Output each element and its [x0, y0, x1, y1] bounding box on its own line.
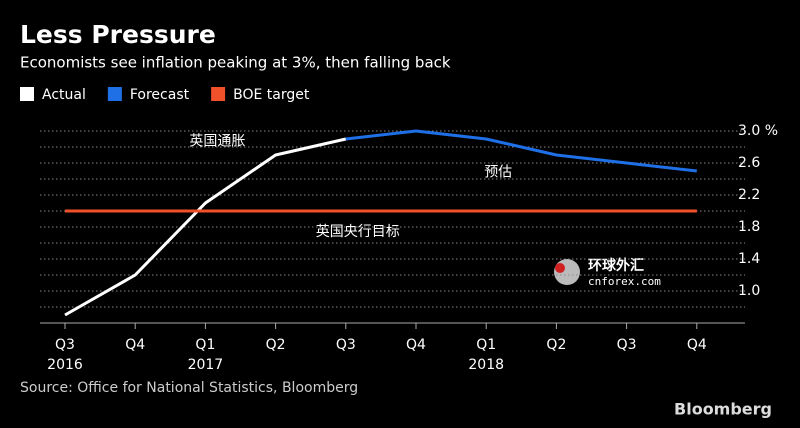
source: Source: Office for National Statistics, …	[20, 380, 358, 396]
x-tick-label: Q3	[336, 337, 356, 353]
x-year-label: 2017	[188, 357, 224, 373]
series-line	[64, 137, 347, 317]
x-tick-label: Q2	[266, 337, 286, 353]
annotation: 英国央行目标	[316, 223, 400, 240]
x-tick-label: Q4	[406, 337, 426, 353]
x-tick-label: Q3	[55, 337, 75, 353]
x-tick-label: Q3	[617, 337, 637, 353]
x-year-label: 2016	[47, 357, 83, 373]
y-tick-label: 3.0 %	[738, 123, 778, 139]
legend-swatch	[20, 87, 34, 101]
annotation: 预估	[484, 165, 512, 181]
brand: Bloomberg	[674, 400, 772, 419]
x-tick-label: Q4	[687, 337, 707, 353]
watermark: cnforex.com	[588, 275, 661, 288]
legend-swatch	[107, 87, 122, 101]
chart-subtitle: Economists see inflation peaking at 3%, …	[20, 54, 451, 72]
legend-label: Forecast	[130, 87, 190, 103]
x-tick-label: Q1	[195, 337, 215, 353]
watermark-dot	[555, 263, 565, 273]
y-tick-label: 2.2	[738, 187, 760, 203]
y-tick-label: 1.0	[738, 283, 760, 299]
watermark: 环球外汇	[588, 257, 644, 274]
x-tick-label: Q2	[546, 337, 566, 353]
series-line	[345, 129, 697, 173]
y-tick-label: 2.6	[738, 155, 760, 171]
x-year-label: 2018	[468, 357, 504, 373]
legend-swatch	[211, 87, 226, 101]
legend-label: Actual	[42, 87, 86, 103]
legend-label: BOE target	[233, 87, 310, 103]
x-tick-label: Q4	[125, 337, 145, 353]
chart-title: Less Pressure	[20, 20, 216, 49]
x-tick-label: Q1	[476, 337, 496, 353]
annotation: 英国通胀	[189, 132, 245, 149]
y-tick-label: 1.4	[738, 251, 760, 267]
y-tick-label: 1.8	[738, 219, 760, 235]
